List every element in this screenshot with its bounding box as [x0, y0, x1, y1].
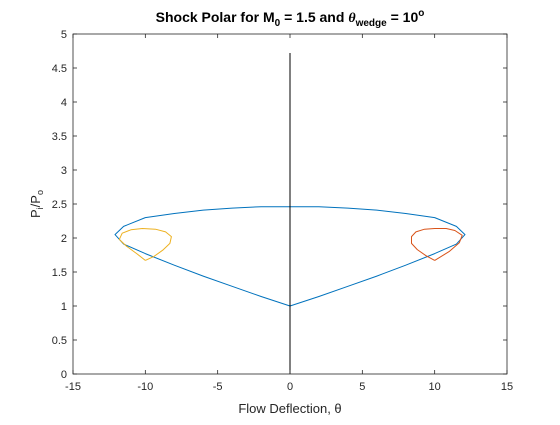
y-tick-label: 1.5: [52, 267, 67, 279]
y-label-sub2: o: [35, 190, 45, 195]
y-tick-label: 3.5: [52, 131, 67, 143]
title-m-subscript: 0: [275, 18, 281, 29]
y-tick-label: 2.5: [52, 199, 67, 211]
series-layer: [114, 53, 466, 374]
x-tick-label: -10: [137, 381, 153, 393]
title-degree: o: [418, 8, 424, 19]
x-tick-label: 15: [501, 381, 513, 393]
y-tick-label: 1: [61, 301, 67, 313]
x-tick-label: 5: [359, 381, 365, 393]
y-tick-label: 0: [61, 369, 67, 381]
title-theta: θ: [348, 11, 356, 26]
y-axis-label: Pi/Po: [28, 190, 45, 218]
title-value: = 10: [387, 9, 419, 25]
series-line-2: [118, 228, 172, 261]
y-tick-label: 5: [61, 29, 67, 41]
y-label-main: P: [28, 209, 43, 218]
x-axis-ticks: -15 -10 -5 0 5 10 15: [65, 34, 513, 393]
y-axis-ticks: 0 0.5 1 1.5 2 2.5 3 3.5 4 4.5 5: [52, 29, 507, 381]
x-tick-label: 0: [287, 381, 293, 393]
y-tick-label: 0.5: [52, 335, 67, 347]
x-axis-label: Flow Deflection, θ: [238, 401, 341, 416]
x-tick-label: -5: [213, 381, 223, 393]
title-theta-subscript: wedge: [355, 18, 388, 29]
y-tick-label: 4.5: [52, 63, 67, 75]
series-line-1: [411, 228, 463, 261]
x-tick-label: 10: [429, 381, 441, 393]
y-label-sep: /P: [28, 195, 43, 207]
title-middle: = 1.5 and: [280, 9, 348, 25]
y-tick-label: 3: [61, 165, 67, 177]
title-prefix: Shock Polar for M: [156, 9, 275, 25]
y-tick-label: 2: [61, 233, 67, 245]
y-tick-label: 4: [61, 97, 67, 109]
chart-title: Shock Polar for M0 = 1.5 and θwedge = 10…: [156, 8, 425, 29]
y-label-sub: i: [35, 207, 45, 209]
x-tick-label: -15: [65, 381, 81, 393]
